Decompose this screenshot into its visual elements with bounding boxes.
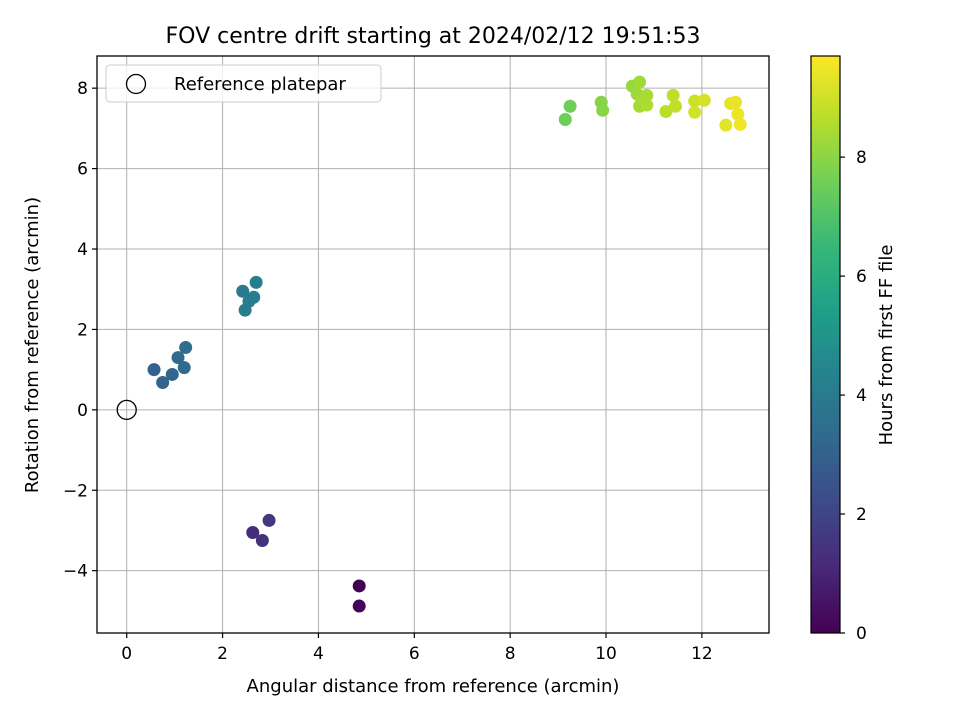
data-point bbox=[558, 113, 572, 127]
reference-platepar-marker bbox=[116, 399, 137, 420]
x-axis-label: Angular distance from reference (arcmin) bbox=[247, 676, 620, 697]
colorbar: 0 2 4 6 8 Hours from first FF file bbox=[810, 55, 897, 644]
legend-box bbox=[105, 64, 382, 103]
data-point bbox=[246, 525, 260, 539]
legend-reference-marker bbox=[125, 73, 147, 95]
x-tick-label: 10 bbox=[595, 644, 617, 664]
y-tick-label: 8 bbox=[77, 79, 88, 99]
plot-frame bbox=[96, 55, 770, 634]
x-tick-label: 2 bbox=[217, 644, 228, 664]
data-point bbox=[147, 363, 161, 377]
colorbar-label: Hours from first FF file bbox=[876, 245, 897, 446]
legend-reference-label: Reference platepar bbox=[174, 74, 346, 95]
data-points bbox=[147, 75, 747, 613]
reference-marker bbox=[116, 399, 137, 420]
data-point bbox=[633, 75, 647, 89]
data-point bbox=[179, 341, 193, 355]
data-point bbox=[249, 275, 263, 289]
colorbar-gradient bbox=[811, 56, 840, 633]
data-point bbox=[640, 98, 654, 112]
data-point bbox=[156, 375, 170, 389]
data-point bbox=[177, 361, 191, 375]
data-point bbox=[171, 351, 185, 365]
data-point bbox=[247, 290, 261, 304]
data-point bbox=[659, 104, 673, 118]
x-tick-label: 8 bbox=[505, 644, 516, 664]
data-point bbox=[719, 118, 733, 132]
data-point bbox=[165, 367, 179, 381]
legend: Reference platepar bbox=[105, 64, 382, 103]
data-point bbox=[262, 513, 276, 527]
colorbar-tick-label: 6 bbox=[856, 267, 867, 287]
colorbar-ticks: 0 2 4 6 8 bbox=[840, 148, 867, 644]
x-axis: 0 2 4 6 8 10 12 bbox=[121, 633, 713, 664]
data-point bbox=[728, 95, 742, 109]
data-point bbox=[640, 88, 654, 102]
x-tick-label: 6 bbox=[409, 644, 420, 664]
y-tick-label: 6 bbox=[77, 160, 88, 180]
data-point bbox=[352, 599, 366, 613]
data-point bbox=[255, 534, 269, 548]
data-point bbox=[731, 107, 745, 121]
data-point bbox=[688, 105, 702, 119]
data-point bbox=[352, 579, 366, 593]
colorbar-tick-label: 8 bbox=[856, 148, 867, 168]
y-tick-label: −4 bbox=[63, 562, 88, 582]
data-point bbox=[733, 117, 747, 131]
x-tick-label: 12 bbox=[691, 644, 713, 664]
y-tick-label: 2 bbox=[77, 320, 88, 340]
data-point bbox=[666, 88, 680, 102]
y-tick-label: 4 bbox=[77, 240, 88, 260]
y-axis-label: Rotation from reference (arcmin) bbox=[22, 197, 43, 493]
data-point bbox=[669, 99, 683, 113]
colorbar-tick-label: 2 bbox=[856, 505, 867, 525]
y-tick-label: 0 bbox=[77, 401, 88, 421]
x-tick-label: 4 bbox=[313, 644, 324, 664]
data-point bbox=[688, 94, 702, 108]
data-point bbox=[563, 99, 577, 113]
colorbar-frame bbox=[810, 55, 841, 634]
data-point bbox=[596, 103, 610, 117]
data-point bbox=[236, 284, 250, 298]
y-tick-label: −2 bbox=[63, 481, 88, 501]
colorbar-tick-label: 4 bbox=[856, 386, 867, 406]
chart-title: FOV centre drift starting at 2024/02/12 … bbox=[166, 24, 701, 49]
data-point bbox=[697, 93, 711, 107]
y-axis: −4 −2 0 2 4 6 8 bbox=[63, 79, 97, 582]
x-tick-label: 0 bbox=[121, 644, 132, 664]
plot-area bbox=[96, 55, 770, 634]
colorbar-tick-label: 0 bbox=[856, 624, 867, 644]
grid-lines bbox=[97, 56, 769, 633]
